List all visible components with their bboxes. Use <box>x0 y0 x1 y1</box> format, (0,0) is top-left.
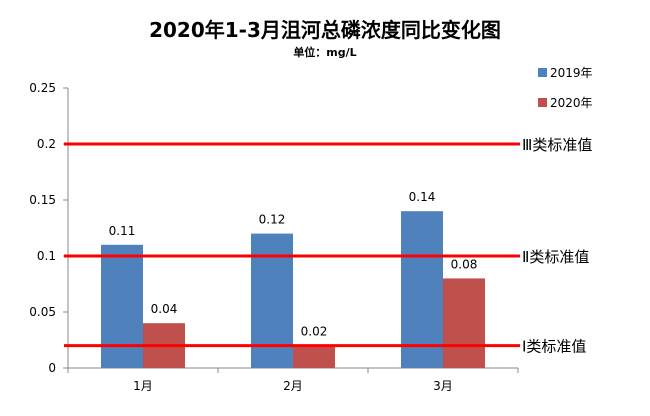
data-label: 0.08 <box>451 257 478 271</box>
legend-swatch <box>538 68 547 77</box>
reference-lines: Ⅲ类标准值 Ⅱ类标准值 Ⅰ类标准值 <box>64 136 592 356</box>
y-tick-label: 0.1 <box>37 249 56 263</box>
bar <box>251 233 293 368</box>
y-tick-label: 0.25 <box>29 81 56 95</box>
y-tick-label: 0.2 <box>37 137 56 151</box>
data-label: 0.02 <box>301 325 328 339</box>
chart-subtitle: 单位：mg/L <box>293 46 357 59</box>
reference-line-label: Ⅲ类标准值 <box>522 136 592 154</box>
legend-label: 2020年 <box>550 96 593 110</box>
data-label: 0.11 <box>109 224 136 238</box>
y-tick-label: 0 <box>48 361 56 375</box>
bar <box>293 345 335 368</box>
data-label: 0.04 <box>151 302 178 316</box>
data-label: 0.12 <box>259 213 286 227</box>
axes: 0 0.05 0.1 0.15 0.2 0.25 1月 2月 3月 <box>29 81 519 393</box>
chart-title: 2020年1-3月沮河总磷浓度同比变化图 <box>149 18 501 42</box>
y-tick-label: 0.15 <box>29 193 56 207</box>
legend-label: 2019年 <box>550 66 593 80</box>
bar <box>443 278 485 368</box>
bar <box>101 244 143 368</box>
x-tick-label: 2月 <box>283 379 303 393</box>
x-tick-label: 3月 <box>433 379 453 393</box>
data-label: 0.14 <box>409 190 436 204</box>
data-labels: 0.11 0.04 0.12 0.02 0.14 0.08 <box>109 190 478 338</box>
reference-line-label: Ⅱ类标准值 <box>522 248 589 266</box>
bar <box>401 211 443 368</box>
y-tick-label: 0.05 <box>29 305 56 319</box>
x-tick-label: 1月 <box>133 379 153 393</box>
reference-line-label: Ⅰ类标准值 <box>522 338 586 356</box>
legend-swatch <box>538 98 547 107</box>
legend: 2019年 2020年 <box>538 66 593 110</box>
